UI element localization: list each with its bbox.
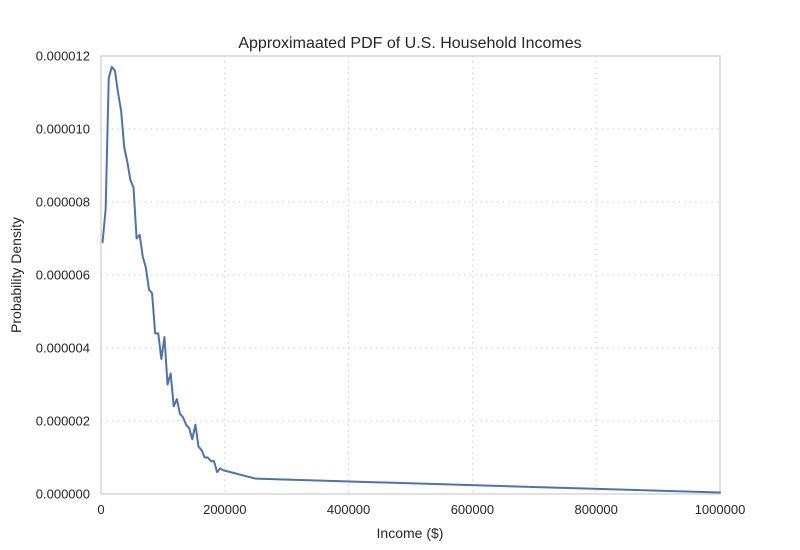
y-tick-label: 0.000004 <box>36 341 90 356</box>
series-layer <box>101 65 721 494</box>
x-axis-label: Income ($) <box>377 525 444 541</box>
pdf-series-line <box>101 65 721 494</box>
grid-layer <box>101 56 720 494</box>
y-tick-labels: 0.000000 0.000002 0.000004 0.000006 0.000008… <box>36 49 90 502</box>
y-tick-label: 0.000012 <box>36 49 90 64</box>
y-tick-label: 0.000000 <box>36 487 90 502</box>
y-tick-label: 0.000010 <box>36 122 90 137</box>
x-tick-label: 400000 <box>327 502 370 517</box>
x-tick-labels: 0 200000 400000 600000 800000 1000000 <box>97 502 745 517</box>
chart-title: Approximaated PDF of U.S. Household Inco… <box>238 35 581 52</box>
y-axis-label: Probability Density <box>8 217 24 333</box>
x-tick-label: 600000 <box>451 502 494 517</box>
x-tick-label: 800000 <box>575 502 618 517</box>
y-tick-label: 0.000006 <box>36 268 90 283</box>
x-tick-label: 200000 <box>203 502 246 517</box>
y-tick-label: 0.000002 <box>36 414 90 429</box>
x-tick-label: 1000000 <box>695 502 746 517</box>
plot-frame <box>100 55 721 495</box>
x-tick-label: 0 <box>97 502 104 517</box>
y-tick-label: 0.000008 <box>36 195 90 210</box>
